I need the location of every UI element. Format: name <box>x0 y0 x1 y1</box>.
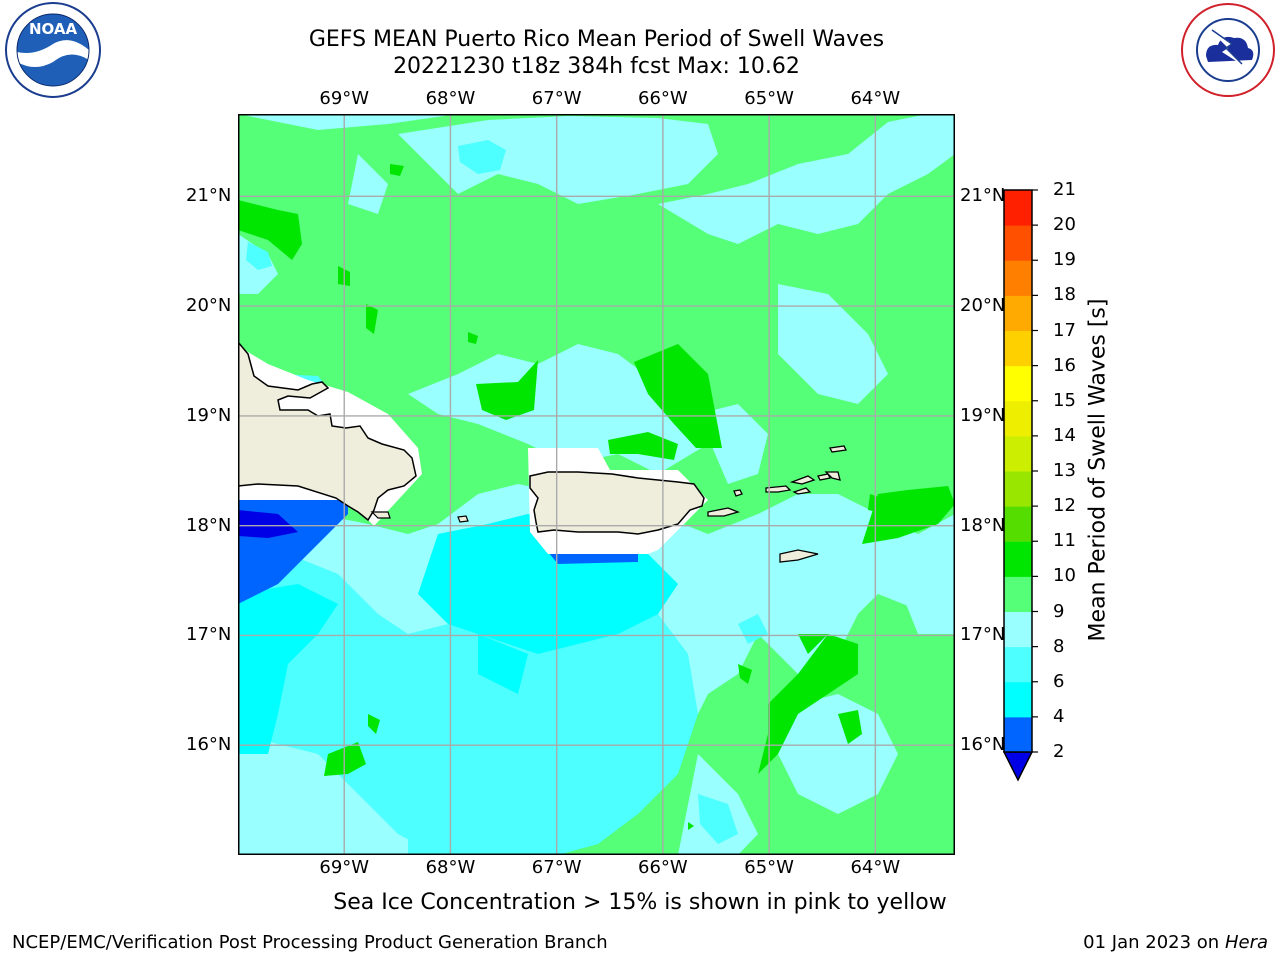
puerto-rico-land <box>529 471 705 535</box>
colorbar-segment <box>1004 716 1032 753</box>
colorbar-segment <box>1004 400 1032 437</box>
lon-tick-label: 67°W <box>531 857 582 878</box>
colorbar-label: 6 <box>1053 670 1065 692</box>
sea-ice-note: Sea Ice Concentration > 15% is shown in … <box>333 890 947 915</box>
island-mona <box>457 515 469 523</box>
noaa-logo: NOAA <box>5 2 101 98</box>
colorbar-label: 4 <box>1053 705 1065 727</box>
map-subtitle: 20221230 t18z 384h fcst Max: 10.62 <box>393 54 800 79</box>
colorbar-label: 11 <box>1053 530 1076 552</box>
footer-branch: NCEP/EMC/Verification Post Processing Pr… <box>12 932 608 953</box>
colorbar-label: 19 <box>1053 249 1076 271</box>
lon-tick-label: 69°W <box>319 857 370 878</box>
colorbar-segment <box>1004 365 1032 402</box>
graticule <box>238 114 955 855</box>
colorbar <box>1002 189 1038 782</box>
field-10-11 <box>238 164 955 830</box>
footer-host: Hera <box>1224 932 1268 953</box>
lon-tick-label: 64°W <box>850 88 901 109</box>
lat-tick-label: 19°N <box>186 404 232 426</box>
colorbar-segment <box>1004 225 1032 261</box>
colorbar-label: 10 <box>1053 565 1076 587</box>
lon-tick-label: 66°W <box>638 857 688 878</box>
colorbar-label: 16 <box>1053 354 1076 376</box>
colorbar-label: 18 <box>1053 284 1076 306</box>
colorbar-segment <box>1004 576 1032 612</box>
lon-tick-label: 67°W <box>531 88 582 109</box>
map-title: GEFS MEAN Puerto Rico Mean Period of Swe… <box>308 27 885 52</box>
colorbar-label: 8 <box>1053 635 1065 657</box>
colorbar-segment <box>1004 681 1032 718</box>
lat-tick-label: 20°N <box>186 295 232 317</box>
colorbar-segment <box>1004 611 1032 648</box>
swell-period-map <box>238 114 955 855</box>
noaa-logo-text: NOAA <box>29 20 78 38</box>
nws-logo <box>1181 3 1275 97</box>
lat-tick-label: 16°N <box>186 734 232 756</box>
colorbar-label: 14 <box>1053 424 1076 446</box>
lon-tick-label: 68°W <box>425 88 476 109</box>
colorbar-segment <box>1004 435 1032 472</box>
lon-tick-label: 64°W <box>850 857 901 878</box>
lon-tick-label: 69°W <box>319 88 370 109</box>
colorbar-segment <box>1004 471 1032 507</box>
island-saona <box>370 511 391 519</box>
lat-tick-label: 18°N <box>960 514 1006 536</box>
colorbar-title: Mean Period of Swell Waves [s] <box>1085 298 1111 642</box>
colorbar-segment <box>1004 190 1032 226</box>
colorbar-segment <box>1004 506 1032 542</box>
colorbar-label: 12 <box>1053 495 1076 517</box>
hispaniola-land <box>238 340 417 522</box>
colorbar-extend <box>1002 751 1034 782</box>
colorbar-label: 17 <box>1053 319 1076 341</box>
colorbar-segment <box>1004 295 1032 331</box>
colorbar-label: 20 <box>1053 214 1076 236</box>
lat-tick-label: 18°N <box>186 514 232 536</box>
footer-date: 01 Jan 2023 on Hera <box>1083 932 1268 953</box>
colorbar-label: 9 <box>1053 600 1065 622</box>
colorbar-segment <box>1004 541 1032 577</box>
colorbar-segment <box>1004 260 1032 296</box>
lat-tick-label: 21°N <box>186 185 232 207</box>
colorbar-segment <box>1004 330 1032 367</box>
lat-tick-label: 17°N <box>960 624 1006 646</box>
lat-tick-label: 16°N <box>960 734 1006 756</box>
lat-tick-label: 19°N <box>960 404 1006 426</box>
footer-date-text: 01 Jan 2023 on <box>1083 932 1220 953</box>
colorbar-label: 2 <box>1053 741 1065 762</box>
virgin-islands <box>707 445 847 563</box>
colorbar-segment <box>1004 646 1032 683</box>
lat-tick-label: 20°N <box>960 295 1006 317</box>
lon-tick-label: 68°W <box>425 857 476 878</box>
colorbar-label: 15 <box>1053 389 1076 411</box>
colorbar-label: 13 <box>1053 460 1076 481</box>
lat-tick-label: 21°N <box>960 185 1006 207</box>
lat-tick-label: 17°N <box>186 624 232 646</box>
lon-tick-label: 65°W <box>744 857 794 878</box>
map-frame <box>238 114 955 855</box>
lon-tick-label: 66°W <box>638 88 688 109</box>
lon-tick-label: 65°W <box>744 88 794 109</box>
colorbar-label: 21 <box>1053 179 1076 200</box>
